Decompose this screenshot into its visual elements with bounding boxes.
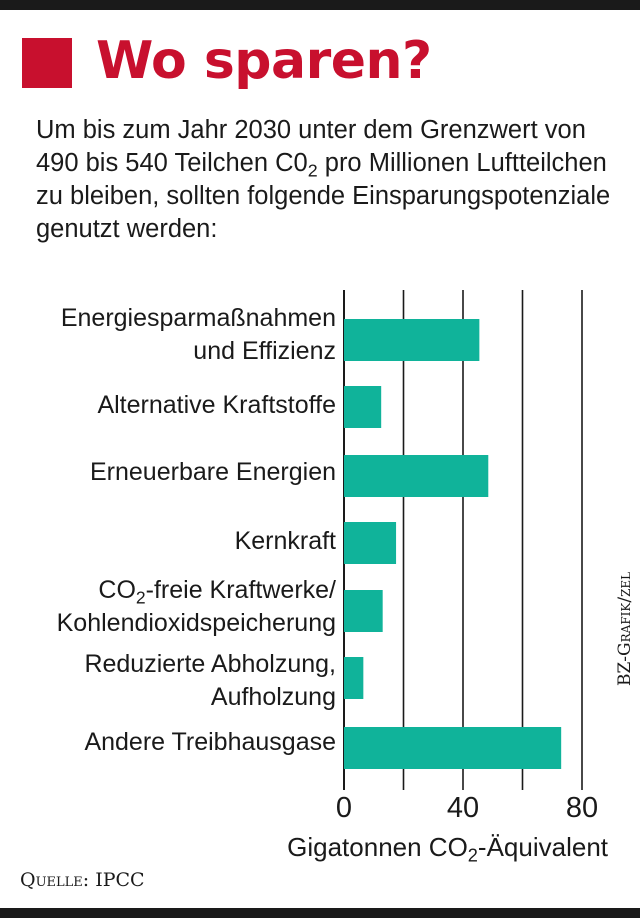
x-tick-label-40: 40 [446,792,480,824]
bar-6 [344,657,364,699]
x-axis-label: Gigatonnen CO2-Äquivalent [287,830,608,866]
source-note: Quelle: IPCC [20,869,145,891]
gridlines [343,290,583,790]
page-subtitle: Um bis zum Jahr 2030 unter dem Grenzwert… [36,114,626,246]
category-label-treibhausgase: Andere Treibhausgase [84,728,336,756]
category-label-kernkraft: Kernkraft [234,527,336,555]
category-label-line: Reduzierte Abholzung, [84,650,336,678]
graphic-credit: BZ-Grafik/zel [615,571,635,686]
category-label-co2-prefix: CO [98,576,136,604]
category-label-line: Aufholzung [210,683,336,711]
category-label-co2-suffix: -freie Kraftwerke/ [145,576,336,604]
category-label-line: Energiesparmaßnahmen [60,304,336,332]
category-label-erneuerbare: Erneuerbare Energien [90,458,336,486]
category-label-kraftstoffe: Alternative Kraftstoffe [97,391,336,419]
x-axis-label-subscript: 2 [467,845,478,866]
category-label-energiespar: Energiesparmaßnahmen und Effizienz [0,302,336,368]
category-label-abholzung: Reduzierte Abholzung, Aufholzung [0,648,336,714]
subtitle-subscript: 2 [307,160,318,181]
category-label-line: und Effizienz [193,337,336,365]
x-tick-label-80: 80 [565,792,599,824]
x-axis-label-start: Gigatonnen CO [287,832,468,862]
bar-4 [344,522,397,564]
bars [344,319,562,769]
category-label-co2-subscript: 2 [135,587,146,608]
x-axis-label-end: -Äquivalent [477,832,608,862]
subtitle-text-start: Um bis zum Jahr 2030 unter dem Grenzwert… [36,116,586,177]
category-label-line: Kohlendioxidspeicherung [56,609,336,637]
bar-3 [344,455,489,497]
bottom-rule [0,908,640,918]
bar-5 [344,590,383,632]
bar-7 [344,727,562,769]
bar-2 [344,386,382,428]
bar-1 [344,319,480,361]
top-rule [0,0,640,10]
subtitle-text-end: pro Millionen Luftteilchen zu bleiben, s… [36,149,611,243]
x-tick-label-0: 0 [335,792,353,824]
page-title: Wo sparen? [96,31,432,91]
category-label-co2-kraftwerke: CO2-freie Kraftwerke/Kohlendioxidspeiche… [0,574,336,640]
title-marker [22,38,72,88]
